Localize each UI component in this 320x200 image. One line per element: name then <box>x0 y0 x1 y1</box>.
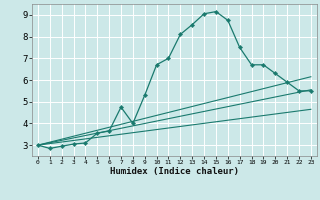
X-axis label: Humidex (Indice chaleur): Humidex (Indice chaleur) <box>110 167 239 176</box>
